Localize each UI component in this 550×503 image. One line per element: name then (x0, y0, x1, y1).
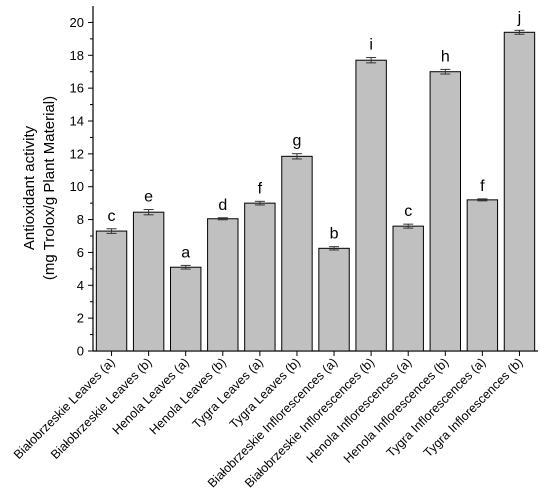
error-bar (403, 223, 414, 229)
bar (318, 247, 350, 352)
significance-letter: c (108, 208, 116, 225)
error-bar (106, 228, 117, 234)
axes (92, 6, 538, 352)
significance-letter: d (218, 197, 227, 214)
bar (170, 266, 202, 352)
y-axis-label-line1: Antioxidant activity (21, 125, 38, 250)
y-tick-label: 14 (70, 114, 84, 129)
bar (429, 71, 461, 352)
significance-letter: h (441, 48, 450, 65)
y-tick-label: 6 (77, 245, 84, 260)
y-axis-label-line2: (mg Trolox/g Plant Material) (41, 96, 58, 280)
error-bar (291, 153, 302, 160)
bar (244, 202, 276, 352)
bar (355, 59, 387, 352)
bars: c e a d f g b i c h f j (95, 9, 536, 352)
significance-letter: f (258, 180, 263, 197)
bar (95, 230, 128, 352)
y-tick-label: 4 (77, 278, 84, 293)
y-tick-label: 2 (77, 311, 84, 326)
y-tick-label: 16 (70, 81, 84, 96)
error-bar (477, 198, 488, 202)
y-tick-label: 20 (70, 15, 84, 30)
y-axis-ticks: 0 2 4 6 8 10 12 14 16 18 20 (70, 15, 93, 359)
significance-letter: c (404, 203, 412, 220)
bar (281, 155, 313, 352)
bar (392, 225, 424, 352)
significance-letter: a (181, 244, 190, 261)
error-bar (514, 29, 525, 35)
significance-letter: g (293, 133, 302, 150)
significance-letter: b (330, 226, 339, 243)
bar (132, 211, 165, 352)
y-tick-label: 18 (70, 48, 84, 63)
y-tick-label: 10 (70, 179, 84, 194)
bar (466, 199, 499, 352)
significance-letter: e (144, 189, 153, 206)
bar (503, 31, 536, 352)
error-bar (217, 217, 228, 221)
error-bar (329, 246, 340, 251)
error-bar (180, 264, 191, 270)
y-tick-label: 0 (77, 344, 84, 359)
error-bar (366, 57, 377, 64)
x-axis-labels: Białobrzeskie Leaves (a)Białobrzeskie Le… (11, 351, 526, 490)
y-tick-label: 12 (70, 146, 84, 161)
error-bar (440, 68, 451, 75)
error-bar (254, 200, 265, 206)
significance-letter: f (480, 178, 485, 195)
y-tick-label: 8 (77, 212, 84, 227)
significance-letter: j (517, 9, 522, 26)
error-bar (143, 209, 154, 216)
significance-letter: i (369, 37, 373, 54)
bar (207, 218, 239, 352)
